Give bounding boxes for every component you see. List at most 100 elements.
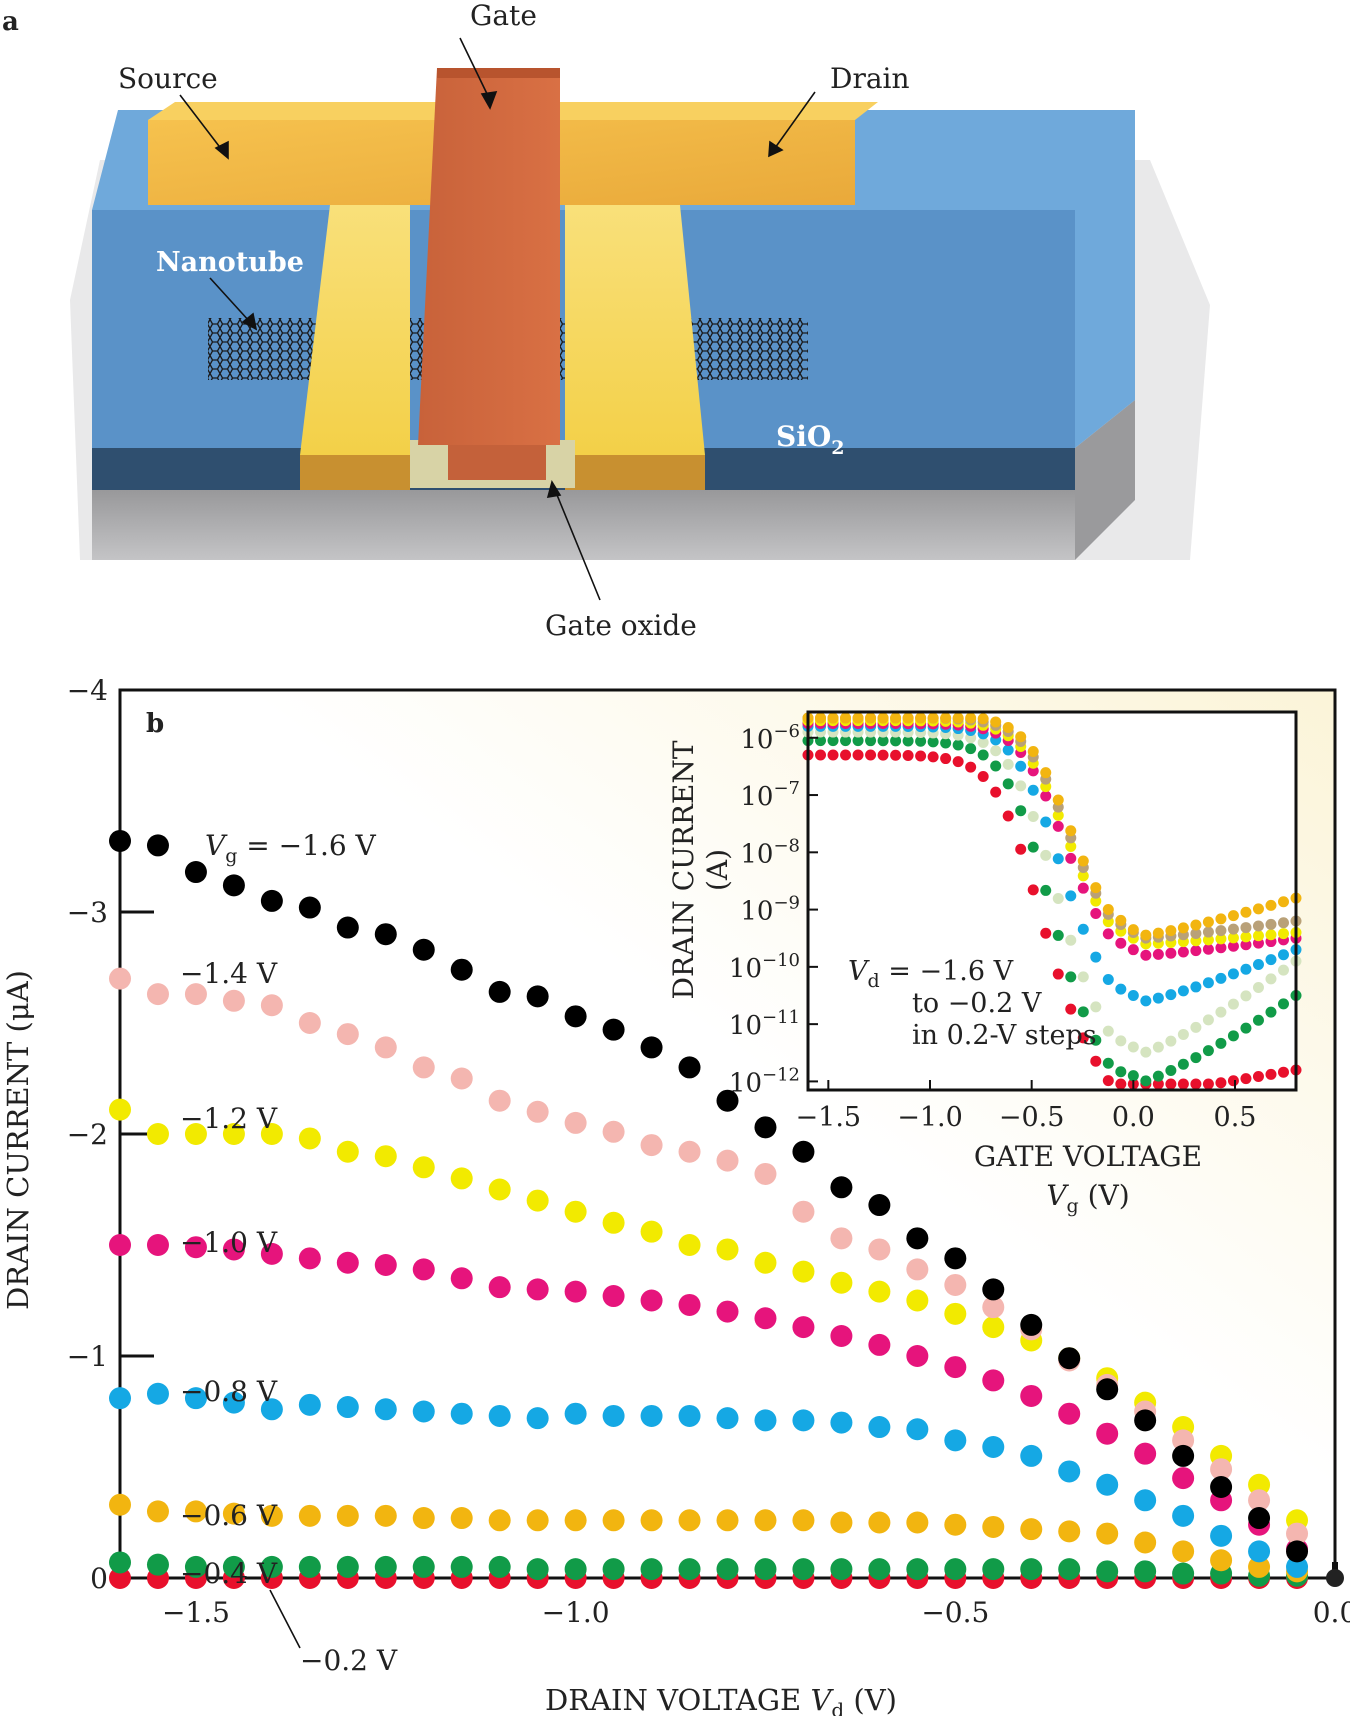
main-point <box>412 1258 435 1281</box>
main-point <box>298 1127 321 1150</box>
gate-oxide-arrow-head <box>546 479 562 498</box>
main-y-tick-label: 0 <box>90 1562 108 1595</box>
main-point <box>564 1200 587 1223</box>
main-point <box>526 1100 549 1123</box>
inset-y-tick-label: 10−8 <box>740 835 800 869</box>
main-point <box>1172 1504 1195 1527</box>
gate-oxide-label: Gate oxide <box>545 609 697 642</box>
inset-point <box>1215 972 1227 984</box>
inset-y-tick-label: 10−9 <box>740 893 800 927</box>
main-point <box>1286 1522 1309 1545</box>
inset-point <box>1152 1078 1164 1090</box>
main-point <box>412 1555 435 1578</box>
panel-a-label: a <box>2 7 19 37</box>
gate-arrow-head <box>480 91 498 110</box>
inset-point <box>1265 954 1277 966</box>
main-point <box>640 1509 663 1532</box>
main-point <box>222 1391 245 1414</box>
main-point <box>1248 1489 1271 1512</box>
series-label-0-6: −0.6 V <box>180 1499 278 1532</box>
main-point <box>792 1260 815 1283</box>
inset-point <box>1215 925 1227 937</box>
inset-point <box>1127 990 1139 1001</box>
inset-point <box>1065 852 1077 864</box>
inset-y-tick-label: 10−12 <box>729 1064 800 1098</box>
main-point <box>1134 1560 1157 1583</box>
main-point <box>146 1234 169 1256</box>
main-y-axis-label: DRAIN CURRENT (μA) <box>1 970 35 1310</box>
main-point <box>336 1396 359 1419</box>
inset-point <box>1277 917 1289 929</box>
inset-point <box>1152 1070 1164 1082</box>
main-point <box>109 967 131 990</box>
substrate-side <box>1075 400 1135 560</box>
main-point <box>526 1189 549 1212</box>
inset-point <box>1015 731 1027 743</box>
main-point <box>109 1493 131 1516</box>
main-point <box>336 1251 359 1274</box>
gate-arrow <box>459 37 491 101</box>
main-point <box>184 1555 207 1578</box>
inset-y-tick-label: 10−11 <box>729 1007 800 1041</box>
inset-point <box>1227 932 1239 944</box>
main-point <box>488 980 511 1003</box>
main-point <box>564 1402 587 1425</box>
series-label-0-2-leader <box>269 1589 301 1649</box>
vg-var: V <box>205 829 228 862</box>
inset-point <box>1227 1075 1239 1087</box>
main-point <box>450 1067 473 1090</box>
source-arrow <box>179 94 223 151</box>
inset-point <box>1277 998 1289 1010</box>
main-x-axis-var: V <box>810 1683 834 1716</box>
inset-point <box>1190 945 1202 957</box>
main-data-points <box>109 829 1344 1589</box>
inset-point <box>1152 927 1164 939</box>
inset-point <box>940 737 952 749</box>
main-point <box>374 1398 397 1421</box>
main-point <box>184 983 207 1006</box>
inset-point <box>1177 1028 1189 1040</box>
main-point <box>526 1509 549 1532</box>
main-point <box>868 1511 891 1534</box>
source-leg <box>300 205 410 455</box>
inset-point <box>1202 1045 1214 1057</box>
main-point <box>1134 1489 1157 1512</box>
sio2-text: SiO <box>776 420 831 453</box>
inset-point <box>1102 1025 1114 1037</box>
series-label-1-2: −1.2 V <box>180 1102 278 1135</box>
inset-point <box>890 735 902 747</box>
main-point <box>146 1123 169 1145</box>
inset-x-tick-label: 0.0 <box>1112 1102 1155 1133</box>
inset-point <box>1040 816 1052 828</box>
inset-point <box>852 749 864 761</box>
main-point <box>412 1507 435 1530</box>
main-point <box>184 1500 207 1523</box>
inset-point <box>1127 1041 1139 1053</box>
main-point <box>602 1404 625 1427</box>
main-point <box>374 1555 397 1578</box>
main-point <box>792 1200 815 1223</box>
inset-point <box>840 735 852 747</box>
main-point <box>146 834 169 857</box>
main-point <box>1286 1555 1309 1578</box>
inset-point <box>1227 940 1239 952</box>
main-point <box>906 1418 929 1441</box>
main-point <box>450 1267 473 1290</box>
main-point <box>1096 1378 1119 1401</box>
main-point <box>906 1227 929 1250</box>
inset-plot-frame <box>806 710 1298 1092</box>
inset-point <box>1252 920 1264 932</box>
inset-chart: 10−6 10−7 10−8 10−9 10−10 10−11 10−12 −1.5 −1.0 −… <box>667 710 1302 1217</box>
inset-point <box>1002 810 1014 822</box>
inset-point <box>1077 1006 1089 1018</box>
source-arrow-head <box>214 140 229 160</box>
main-point <box>146 1500 169 1523</box>
inset-point <box>1002 744 1014 756</box>
inset-point <box>927 751 939 763</box>
main-point <box>1172 1444 1195 1467</box>
main-point <box>222 1238 245 1261</box>
main-point <box>298 1012 321 1034</box>
main-point <box>754 1307 777 1330</box>
inset-point <box>902 712 914 724</box>
main-point <box>868 1416 891 1439</box>
